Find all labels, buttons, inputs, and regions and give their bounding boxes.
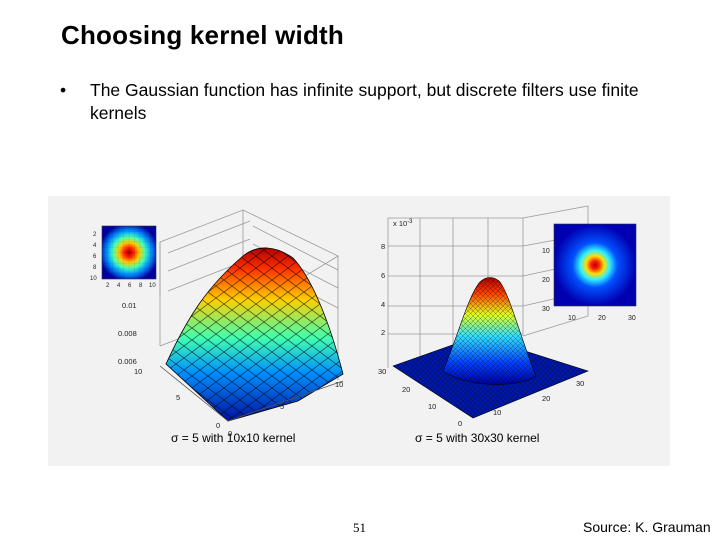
figure-svg: 0.01 0.008 0.006 10 5 0 0 5 10 2 4 6 8 bbox=[48, 196, 670, 466]
left-inset-x-tick: 10 bbox=[149, 283, 156, 289]
left-inset-y-tick: 10 bbox=[90, 276, 97, 282]
right-surface-peak-mesh bbox=[442, 277, 537, 385]
left-inset-y-tick: 2 bbox=[93, 232, 97, 238]
right-y-tick-label: 30 bbox=[576, 379, 584, 388]
right-y-tick-label: 20 bbox=[542, 394, 550, 403]
left-z-tick-label: 0.006 bbox=[118, 357, 137, 366]
right-inset-x-tick: 20 bbox=[598, 315, 606, 322]
left-z-tick-label: 0.01 bbox=[122, 301, 137, 310]
left-inset-x-tick: 4 bbox=[117, 283, 121, 289]
right-inset-heatmap: 10 20 30 10 20 30 bbox=[542, 223, 637, 322]
page-number: 51 bbox=[353, 520, 366, 535]
right-plot: x 10-3 8 6 4 2 30 20 10 0 10 20 30 10 20… bbox=[378, 205, 637, 445]
bullet-item: • The Gaussian function has infinite sup… bbox=[60, 79, 660, 125]
right-inset-y-tick: 20 bbox=[542, 277, 550, 284]
right-z-tick-label: 2 bbox=[381, 328, 385, 337]
right-z-tick-label: 8 bbox=[381, 242, 385, 251]
right-y-tick-label: 10 bbox=[493, 408, 501, 417]
right-x-tick-label: 20 bbox=[402, 385, 410, 394]
left-base-axes bbox=[159, 365, 344, 422]
left-inset-y-tick: 8 bbox=[93, 265, 97, 271]
left-plot-caption: σ = 5 with 10x10 kernel bbox=[171, 431, 295, 445]
right-z-tick-label: 4 bbox=[381, 300, 385, 309]
right-x-tick-label: 10 bbox=[428, 402, 436, 411]
slide-title: Choosing kernel width bbox=[61, 20, 344, 50]
left-inset-x-tick: 2 bbox=[106, 283, 110, 289]
left-inset-x-tick: 8 bbox=[139, 283, 143, 289]
left-inset-heatmap: 2 4 6 8 10 2 4 6 8 10 bbox=[90, 225, 156, 289]
source-credit: Source: K. Grauman bbox=[583, 519, 711, 535]
bullet-symbol: • bbox=[60, 80, 67, 100]
left-x-tick-label: 5 bbox=[176, 393, 180, 402]
left-inset-x-tick: 6 bbox=[128, 283, 132, 289]
right-inset-y-tick: 30 bbox=[542, 306, 550, 313]
bullet-text: The Gaussian function has infinite suppo… bbox=[90, 80, 639, 123]
left-x-tick-label: 0 bbox=[216, 421, 220, 430]
right-x-tick-label: 30 bbox=[378, 367, 386, 376]
right-inset-x-tick: 30 bbox=[628, 315, 636, 322]
left-plot: 0.01 0.008 0.006 10 5 0 0 5 10 2 4 6 8 bbox=[90, 209, 344, 445]
left-x-tick-label: 10 bbox=[134, 367, 142, 376]
right-plot-caption: σ = 5 with 30x30 kernel bbox=[415, 431, 539, 445]
left-surface-mesh bbox=[165, 247, 344, 422]
right-x-tick-label: 0 bbox=[458, 419, 462, 428]
right-z-exponent: x 10-3 bbox=[393, 219, 413, 228]
left-y-tick-label: 0 bbox=[228, 429, 232, 438]
left-inset-y-tick: 4 bbox=[93, 243, 97, 249]
left-inset-y-tick: 6 bbox=[93, 254, 97, 260]
right-inset-y-tick: 10 bbox=[542, 248, 550, 255]
right-z-tick-label: 6 bbox=[381, 271, 385, 280]
left-z-tick-label: 0.008 bbox=[118, 329, 137, 338]
left-y-tick-label: 10 bbox=[335, 380, 343, 389]
right-inset-x-tick: 10 bbox=[568, 315, 576, 322]
left-y-tick-label: 5 bbox=[280, 402, 284, 411]
gaussian-kernel-figure: 0.01 0.008 0.006 10 5 0 0 5 10 2 4 6 8 bbox=[48, 196, 670, 466]
